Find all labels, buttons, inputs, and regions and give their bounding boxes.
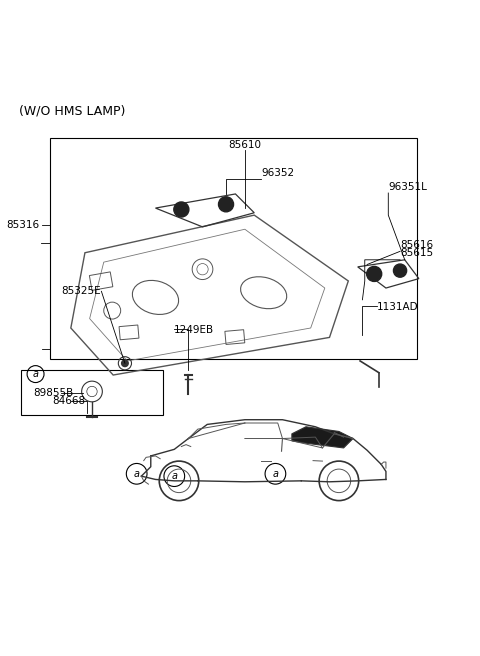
Bar: [89, 272, 113, 291]
Text: 85316: 85316: [6, 220, 39, 230]
Circle shape: [367, 266, 382, 281]
Bar: [49, 138, 417, 359]
Text: 85616: 85616: [400, 240, 433, 251]
Text: a: a: [133, 469, 140, 479]
Bar: [225, 330, 245, 344]
Text: (W/O HMS LAMP): (W/O HMS LAMP): [19, 104, 125, 117]
Text: 85325E: 85325E: [61, 286, 101, 297]
Text: 85615: 85615: [400, 249, 433, 258]
Text: 1131AD: 1131AD: [376, 302, 418, 312]
Text: a: a: [171, 471, 177, 481]
Text: a: a: [33, 369, 38, 379]
Circle shape: [121, 360, 128, 367]
Polygon shape: [292, 427, 353, 448]
Text: 1249EB: 1249EB: [174, 325, 215, 335]
Text: 96352: 96352: [261, 167, 294, 178]
Text: 96351L: 96351L: [388, 182, 427, 192]
Text: 84668: 84668: [52, 396, 85, 406]
Bar: [119, 325, 139, 340]
Circle shape: [394, 264, 407, 277]
Circle shape: [174, 202, 189, 217]
Circle shape: [218, 197, 234, 212]
Bar: [22, 371, 163, 415]
Text: 89855B: 89855B: [33, 388, 73, 398]
Text: 85610: 85610: [228, 140, 261, 150]
Text: a: a: [273, 469, 278, 479]
